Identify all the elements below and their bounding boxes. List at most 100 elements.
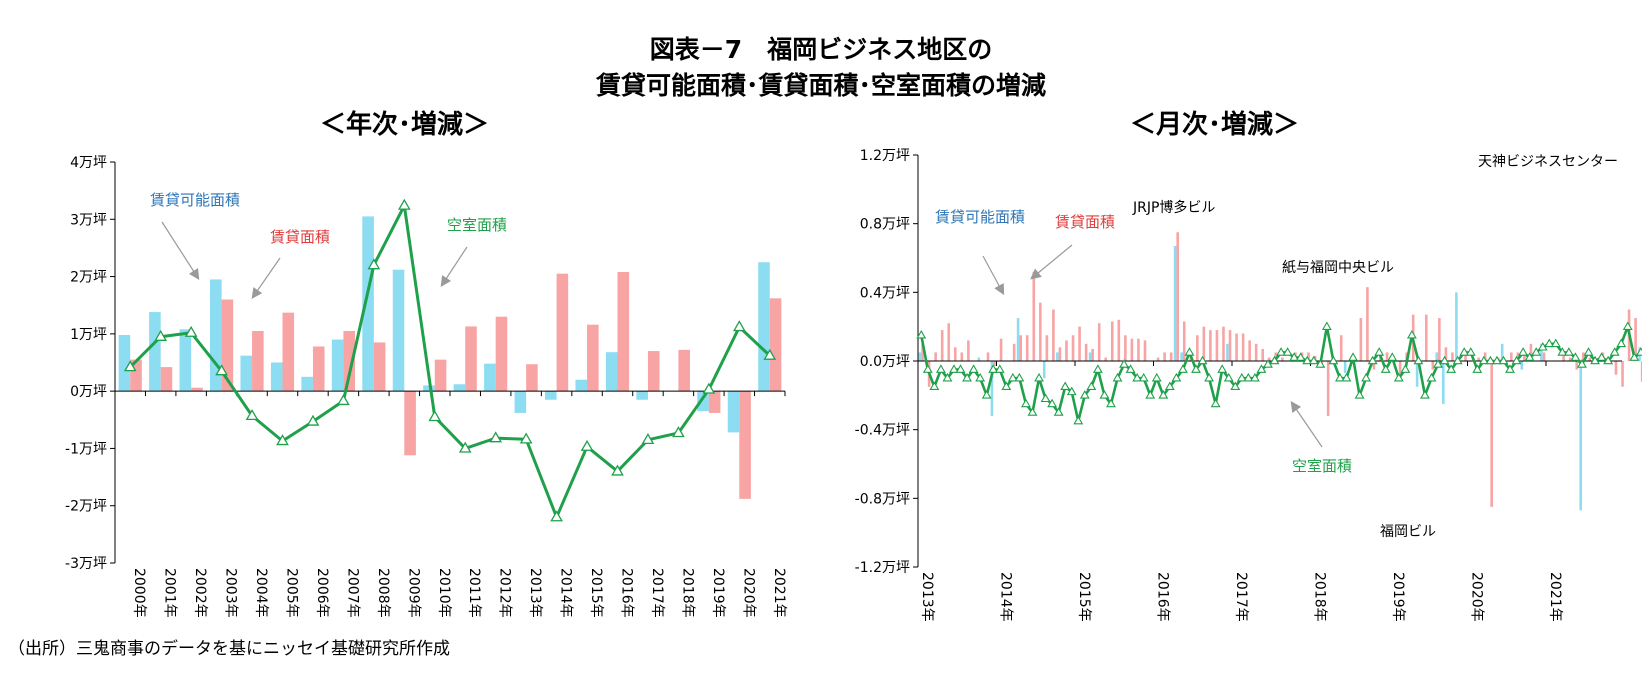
right-vacant-marker	[1308, 355, 1319, 365]
right-vacant-marker	[1426, 372, 1437, 382]
right-vacant-marker	[1557, 347, 1568, 356]
right-bar-leased-area	[1307, 352, 1310, 361]
right-bar-leased-area	[1039, 302, 1042, 361]
left-bar-leased-area	[434, 359, 447, 392]
right-bar-leased-area	[1058, 347, 1062, 361]
right-vacant-marker	[1040, 393, 1051, 403]
right-chart-subtitle: ＜月次･増減＞	[1130, 110, 1300, 140]
right-annotation-kamiyo-fukuoka: 紙与福岡中央ビル	[1282, 260, 1394, 276]
left-bar-available-area	[545, 391, 557, 400]
right-vacant-marker	[955, 364, 966, 373]
right-bar-leased-area	[1372, 361, 1376, 370]
right-bar-leased-area	[1385, 352, 1389, 361]
right-vacant-marker	[1047, 398, 1058, 408]
right-bar-leased-area	[1065, 340, 1068, 361]
left-bar-available-area	[484, 363, 496, 392]
right-x-tick-label: 2016年	[1155, 572, 1171, 622]
left-bar-available-area	[453, 384, 466, 392]
right-vacant-marker	[1112, 372, 1123, 382]
right-bar-leased-area	[1640, 361, 1642, 382]
right-bar-available-area	[1520, 361, 1524, 370]
right-bar-leased-area	[1156, 357, 1160, 361]
left-vacant-marker	[276, 434, 289, 446]
right-vacant-marker	[1223, 372, 1234, 382]
right-annotation-fukuoka-building: 福岡ビル	[1380, 524, 1436, 540]
right-line-vacant-area	[919, 325, 1642, 423]
right-annotation-tenjin-business-center: 天神ビジネスセンター	[1478, 154, 1618, 170]
left-x-tick-label: 2004年	[253, 568, 269, 618]
right-vacant-marker	[1256, 364, 1267, 373]
left-y-tick-label: 1万坪	[70, 327, 107, 343]
left-vacant-marker	[580, 439, 594, 451]
right-vacant-marker	[1001, 381, 1012, 391]
right-vacant-marker	[1158, 390, 1169, 399]
left-vacant-marker	[611, 464, 624, 476]
right-vacant-marker	[1177, 364, 1188, 373]
right-vacant-marker	[1204, 372, 1215, 382]
right-bar-available-area	[990, 361, 994, 416]
right-bar-leased-area	[1019, 335, 1022, 361]
right-bar-leased-area	[1032, 271, 1036, 361]
right-annotation-vacant-area: 空室面積	[1292, 457, 1352, 475]
right-vacant-marker	[1616, 338, 1627, 348]
right-vacant-marker	[1276, 347, 1287, 356]
right-bar-leased-area	[960, 352, 964, 361]
right-x-tick-label: 2018年	[1312, 572, 1328, 622]
right-vacant-marker	[1315, 359, 1326, 368]
right-vacant-marker	[1439, 355, 1450, 365]
right-bar-leased-area	[1261, 348, 1265, 361]
right-bar-leased-area	[1614, 361, 1618, 375]
right-bar-leased-area	[1143, 340, 1147, 361]
right-vacant-marker	[1197, 355, 1208, 365]
right-bar-leased-area	[1431, 361, 1435, 370]
left-y-tick-label: 4万坪	[70, 155, 107, 171]
right-bar-leased-area	[967, 340, 970, 361]
right-vacant-marker	[1321, 321, 1332, 330]
left-bar-leased-area	[708, 391, 721, 413]
right-vacant-marker	[1498, 355, 1509, 365]
left-vacant-marker	[550, 510, 563, 522]
right-bar-leased-area	[1562, 355, 1565, 361]
right-bar-leased-area	[999, 338, 1003, 361]
left-vacant-marker	[337, 394, 350, 406]
left-vacant-marker	[702, 382, 716, 394]
right-vacant-marker	[1505, 364, 1515, 373]
right-vacant-marker	[1544, 338, 1555, 348]
right-bar-leased-area	[1490, 361, 1493, 507]
right-vacant-marker	[1413, 355, 1424, 365]
right-vacant-marker	[1079, 390, 1090, 399]
chart-title-line2: 賃貸可能面積･賃貸面積･空室面積の増減	[595, 71, 1046, 100]
chart-title-line1: 図表－7 福岡ビジネス地区の	[649, 35, 993, 64]
right-vacant-marker	[1302, 355, 1313, 365]
left-bar-leased-area	[130, 359, 142, 392]
left-x-tick-label: 2002年	[192, 568, 208, 618]
left-bar-leased-area	[373, 342, 386, 392]
right-bar-leased-area	[1529, 343, 1533, 361]
right-vacant-marker	[1531, 347, 1542, 356]
right-vacant-marker	[1465, 347, 1476, 356]
right-vacant-marker	[1217, 364, 1228, 373]
right-y-tick-label: 0.0万坪	[860, 354, 910, 370]
left-annotation-vacant-area: 空室面積	[447, 216, 507, 234]
right-bar-leased-area	[1078, 326, 1081, 361]
right-bar-leased-area	[1241, 333, 1245, 361]
left-bar-leased-area	[495, 316, 508, 392]
right-vacant-marker	[1374, 347, 1385, 356]
left-y-tick-label: -3万坪	[65, 556, 107, 572]
right-vacant-marker	[1485, 355, 1496, 365]
right-vacant-marker	[1132, 372, 1143, 382]
right-vacant-marker	[1020, 398, 1031, 408]
right-vacant-marker	[1092, 364, 1103, 373]
right-bar-available-area	[1455, 292, 1458, 361]
right-bar-leased-area	[993, 361, 996, 367]
right-vacant-marker	[1380, 364, 1391, 373]
right-x-tick-label: 2015年	[1076, 572, 1092, 622]
right-vacant-marker	[949, 364, 959, 373]
right-x-tick-label: 2019年	[1390, 572, 1406, 622]
left-bar-available-area	[423, 385, 435, 392]
right-vacant-marker	[1367, 355, 1378, 365]
right-vacant-marker	[1446, 364, 1457, 373]
left-annotation-available-area: 賃貸可能面積	[150, 191, 240, 209]
right-arrow-available-area	[982, 255, 1005, 296]
right-vacant-marker	[1295, 352, 1306, 361]
